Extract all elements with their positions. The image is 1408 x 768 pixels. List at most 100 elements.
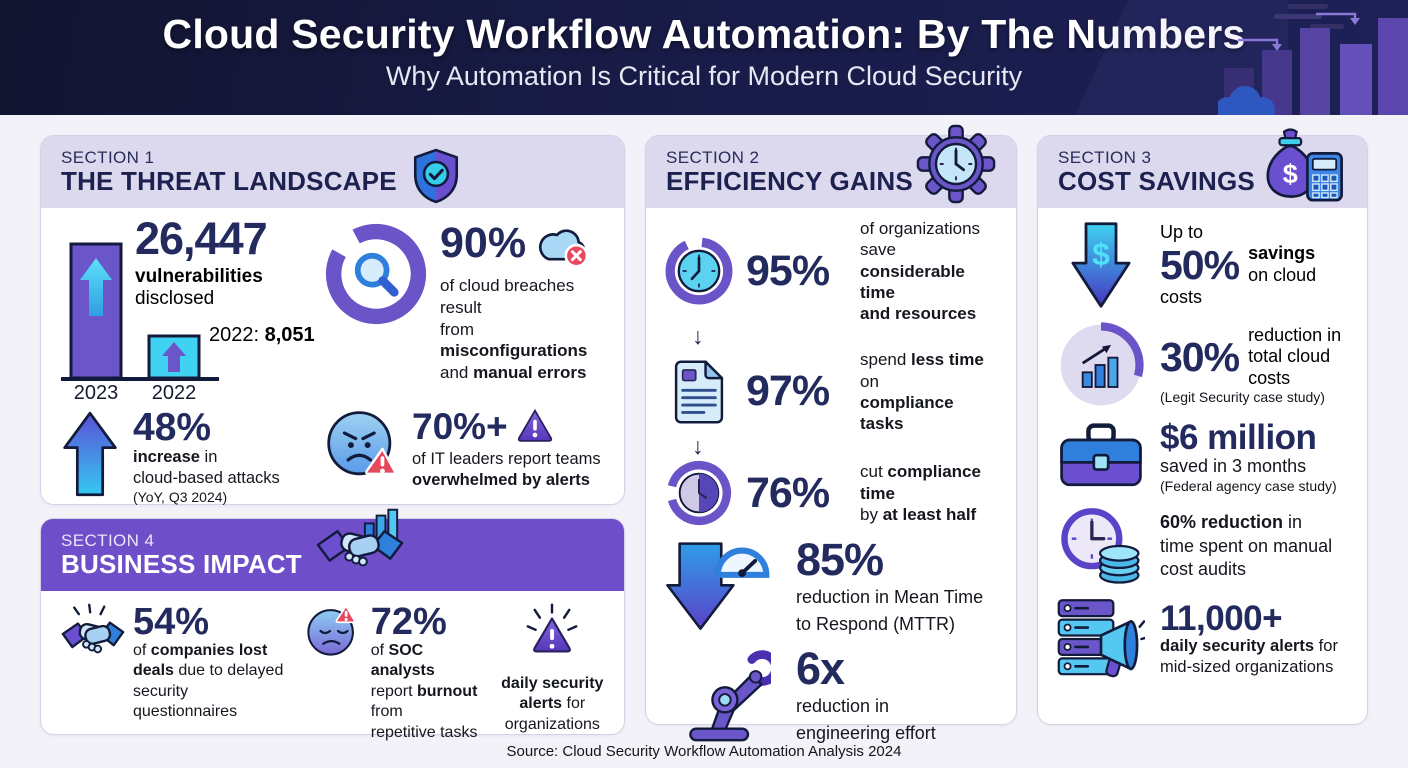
breach-percent: 90% [440,219,527,267]
section-4-header: SECTION 4 BUSINESS IMPACT [41,508,624,591]
stat-alert-overwhelm: 70%+ [316,408,604,505]
source-line: Source: Cloud Security Workflow Automati… [506,743,902,760]
document-icon [662,359,736,425]
page-subtitle: Why Automation Is Critical for Modern Cl… [385,61,1023,91]
stat-cloud-breaches: 90% [316,216,604,404]
stat-vulnerabilities: 2023 2022 26,447 vulnerabilities disclos… [61,216,316,404]
stat-total-cloud-costs: 30% reduction in total cloud costs (Legi… [1054,321,1351,409]
section-4-title: BUSINESS IMPACT [61,549,302,580]
weary-face-icon [305,603,363,664]
stat-cloud-attacks: 48% increase in cloud-based attacks (YoY… [61,408,316,505]
mttr-percent: 85% [796,534,884,586]
section-3-label: SECTION 3 [1058,148,1152,168]
svg-text:2022: 2022 [152,382,197,402]
section-3-body: $ Up to 50% savings on cloud [1038,208,1367,680]
prior-year-count: 2022: 8,051 [209,324,315,346]
server-megaphone-icon [1054,598,1148,680]
stat-save-time: 95% of organizations save considerable t… [662,218,1000,324]
breach-line3: and manual errors [440,363,587,382]
svg-text:2023: 2023 [74,382,119,402]
half-clock-ring-icon [662,459,736,527]
section-3-header: SECTION 3 COST SAVINGS $ [1038,128,1367,208]
attack-line1: increase in [133,448,218,466]
attack-line2: cloud-based attacks [133,469,280,488]
alert-percent: 70%+ [412,406,508,447]
header-banner: Cloud Security Workflow Automation: By T… [0,0,1408,115]
cloud-error-icon [534,222,594,275]
section-3-title: COST SAVINGS [1058,166,1255,197]
alert-line1: of IT leaders report teams [412,450,601,468]
savings-percent: 50% [1160,241,1240,288]
section-3-cost-savings: SECTION 3 COST SAVINGS $ [1037,128,1368,725]
clock-ring-icon [662,236,736,306]
gear-clock-icon [916,124,996,204]
alert-volume: 11,000+ [1160,598,1283,638]
section-2-body: 95% of organizations save considerable t… [646,208,1016,745]
save-time-percent: 95% [746,246,830,295]
section-4-label: SECTION 4 [61,531,155,551]
section-1-threat-landscape: SECTION 1 THE THREAT LANDSCAPE [40,135,625,505]
section-2-label: SECTION 2 [666,148,760,168]
section-2-header: SECTION 2 EFFICIENCY GAINS [646,124,1016,208]
stat-soc-burnout: 72% of SOC analysts report burnout from … [305,603,489,743]
alert-triangle-rays-icon [521,603,583,672]
angry-face-icon [324,408,402,489]
donut-magnifier-icon [324,222,428,404]
growth-bars-decoration [1215,0,1408,115]
stat-daily-alert-volume: 11,000+ daily security alerts for mid-si… [1054,598,1351,680]
page-title: Cloud Security Workflow Automation: By T… [162,11,1246,57]
attack-percent: 48% [133,406,212,449]
alert-line2: overwhelmed by alerts [412,471,590,490]
svg-text:$: $ [1283,159,1298,189]
moneybag-calculator-icon: $ [1257,125,1347,207]
stat-cost-audits: 60% reduction in time spent on manual co… [1054,505,1351,587]
dollar-down-arrow-icon: $ [1054,220,1148,310]
breach-line1: of cloud breaches result [440,276,575,317]
robot-arm-icon [662,648,784,744]
burnout-percent: 72% [370,601,447,643]
breach-line2: from misconfigurations [440,319,588,361]
year-bar-chart: 2023 2022 [61,232,223,404]
shield-check-icon [411,148,461,204]
section-1-label: SECTION 1 [61,148,155,168]
compliance-percent: 97% [746,367,830,416]
lost-deals-percent: 54% [133,601,210,643]
up-arrow-icon [61,408,119,505]
attack-note: (YoY, Q3 2024) [133,489,228,506]
flow-arrow-icon: ↓ [692,323,704,350]
stat-daily-alerts: daily security alerts for organizations [501,603,604,743]
section-2-efficiency-gains: SECTION 2 EFFICIENCY GAINS [645,124,1017,743]
svg-text:$: $ [1092,236,1110,272]
section-2-title: EFFICIENCY GAINS [666,166,913,197]
legit-note: (Legit Security case study) [1160,389,1325,406]
header-diagonal-decoration [868,0,1288,115]
federal-note: (Federal agency case study) [1160,478,1337,495]
vulnerabilities-count: 26,447 [135,213,268,264]
content-columns: SECTION 1 THE THREAT LANDSCAPE [0,115,1408,743]
disclosed-label: disclosed [135,288,215,309]
stat-cut-compliance: 76% cut compliance time by at least half [662,459,1000,527]
cut-compliance-percent: 76% [746,468,830,517]
handshake-growth-icon [316,506,404,576]
stat-six-million: $6 million saved in 3 months (Federal ag… [1054,420,1351,494]
down-arrow-gauge-icon [662,538,784,636]
flow-arrow-icon: ↓ [692,433,704,460]
stat-mttr: 85% reduction in Mean Time to Respond (M… [662,537,1000,636]
handshake-icon [61,603,125,668]
clock-coins-icon [1054,505,1148,587]
growth-chart-circle-icon [1054,321,1148,409]
section-1-body: 2023 2022 26,447 vulnerabilities disclos… [41,208,624,505]
vulnerabilities-label: vulnerabilities [135,266,263,287]
stat-lost-deals: 54% of companies lost deals due to delay… [61,603,293,743]
section-1-header: SECTION 1 THE THREAT LANDSCAPE [41,136,624,208]
engineering-multiplier: 6x [796,643,845,695]
warning-triangle-icon [516,408,554,449]
section-4-business-impact: SECTION 4 BUSINESS IMPACT [40,508,625,741]
briefcase-icon [1054,421,1148,493]
stat-compliance-time: 97% spend less time on compliance tasks [662,349,1000,434]
stat-cloud-savings: $ Up to 50% savings on cloud [1054,220,1351,310]
section-4-body: 54% of companies lost deals due to delay… [41,591,624,743]
stat-engineering: 6x reduction in engineering effort [662,646,1000,745]
section-1-title: THE THREAT LANDSCAPE [61,166,397,197]
